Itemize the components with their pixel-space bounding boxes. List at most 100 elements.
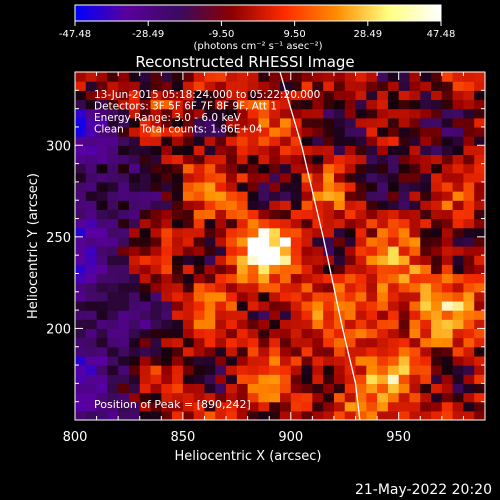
heatmap-cell [85, 126, 98, 137]
heatmap-cell [452, 218, 465, 229]
heatmap-cell [344, 172, 357, 183]
heatmap-cell [193, 264, 206, 275]
heatmap-cell [301, 291, 313, 302]
heatmap-cell [431, 209, 443, 220]
heatmap-cell [441, 319, 454, 330]
heatmap-cell [366, 291, 378, 302]
heatmap-cell [474, 300, 485, 311]
heatmap-cell [107, 218, 119, 229]
heatmap-cell [420, 255, 432, 265]
heatmap-cell [377, 273, 389, 284]
heatmap-cell [107, 236, 119, 247]
heatmap-cell [463, 255, 475, 265]
heatmap-cell [128, 191, 141, 201]
heatmap-cell [139, 346, 152, 357]
heatmap-cell [193, 383, 206, 394]
heatmap-cell [215, 337, 227, 348]
heatmap-cell [247, 392, 260, 403]
heatmap-cell [107, 163, 119, 174]
heatmap-cell [452, 172, 465, 183]
heatmap-cell [409, 246, 421, 256]
heatmap-cell [226, 117, 238, 128]
heatmap-cell [172, 72, 184, 82]
heatmap-cell [377, 90, 389, 101]
heatmap-cell [366, 410, 378, 420]
heatmap-cell [182, 126, 195, 137]
heatmap-cell [139, 246, 152, 256]
heatmap-cell [333, 72, 346, 82]
heatmap-cell [409, 209, 421, 220]
heatmap-cell [107, 227, 119, 238]
heatmap-cell [463, 72, 475, 82]
heatmap-cell [150, 255, 162, 265]
heatmap-cell [150, 246, 162, 256]
heatmap-cell [85, 145, 98, 156]
heatmap-cell [333, 181, 346, 192]
heatmap-cell [204, 355, 216, 366]
heatmap-cell [344, 319, 357, 330]
heatmap-cell [387, 227, 400, 238]
heatmap-cell [280, 401, 292, 412]
heatmap-cell [193, 200, 206, 210]
heatmap-cell [96, 374, 108, 384]
heatmap-cell [236, 337, 249, 348]
heatmap-cell [139, 355, 152, 366]
heatmap-cell [301, 90, 313, 101]
heatmap-cell [226, 136, 238, 146]
heatmap-cell [172, 355, 184, 366]
heatmap-cell [118, 191, 130, 201]
heatmap-cell [215, 72, 227, 82]
heatmap-cell [85, 264, 98, 275]
heatmap-cell [344, 273, 357, 284]
heatmap-cell [431, 218, 443, 229]
heatmap-cell [247, 337, 260, 348]
heatmap-cell [107, 401, 119, 412]
heatmap-cell [118, 374, 130, 384]
heatmap-cell [431, 300, 443, 311]
heatmap-cell [139, 181, 152, 192]
solar-limb-curve [279, 72, 361, 420]
heatmap-cell [269, 181, 281, 192]
heatmap-cell [269, 392, 281, 403]
heatmap-cell [333, 383, 346, 394]
heatmap-cell [269, 410, 281, 420]
heatmap-cell [441, 246, 454, 256]
heatmap-cell [323, 365, 335, 375]
heatmap-cell [75, 136, 87, 146]
heatmap-cell [269, 328, 281, 339]
heatmap-cell [204, 218, 216, 229]
heatmap-cell [280, 374, 292, 384]
heatmap-cell [258, 163, 270, 174]
heatmap-cell [409, 81, 421, 91]
heatmap-cell [290, 108, 303, 119]
heatmap-cell [172, 392, 184, 403]
heatmap-cell [107, 200, 119, 210]
heatmap-cell [290, 72, 303, 82]
heatmap-cell [312, 236, 324, 247]
heatmap-cell [182, 282, 195, 293]
heatmap-cell [366, 218, 378, 229]
heatmap-cell [366, 300, 378, 311]
heatmap-cell [280, 72, 292, 82]
heatmap-cell [387, 200, 400, 210]
heatmap-cell [236, 72, 249, 82]
heatmap-cell [312, 255, 324, 265]
heatmap-cell [377, 72, 389, 82]
heatmap-cell [441, 163, 454, 174]
heatmap-cell [150, 200, 162, 210]
heatmap-cell [387, 337, 400, 348]
heatmap-cell [387, 410, 400, 420]
heatmap-cell [301, 392, 313, 403]
heatmap-cell [150, 300, 162, 311]
heatmap-cell [398, 264, 411, 275]
heatmap-cell [290, 145, 303, 156]
heatmap-cell [85, 282, 98, 293]
heatmap-cell [150, 264, 162, 275]
heatmap-cell [452, 300, 465, 311]
heatmap-cell [344, 310, 357, 320]
heatmap-cell [215, 108, 227, 119]
heatmap-cell [172, 328, 184, 339]
heatmap-cell [463, 346, 475, 357]
heatmap-cell [247, 383, 260, 394]
heatmap-cell [172, 181, 184, 192]
